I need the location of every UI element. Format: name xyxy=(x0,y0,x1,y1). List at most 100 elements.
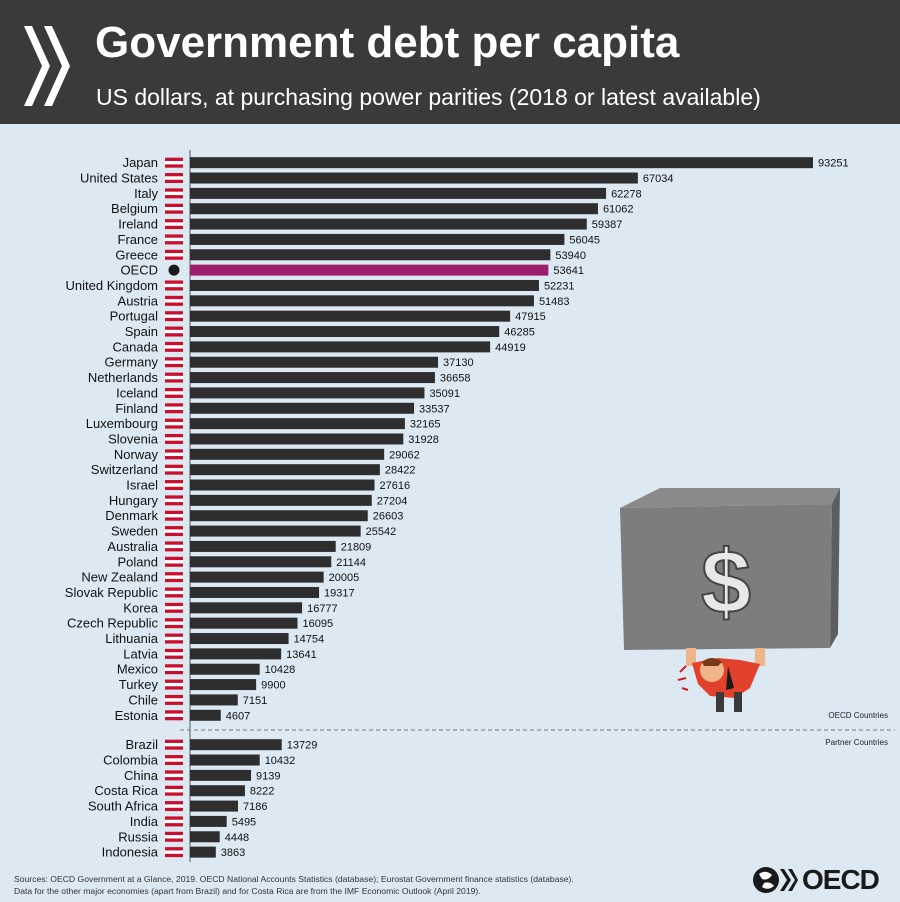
bar xyxy=(190,571,324,583)
value-label: 46285 xyxy=(504,327,535,339)
category-label: France xyxy=(118,232,158,247)
value-label: 59387 xyxy=(592,219,623,231)
category-label: Australia xyxy=(107,539,158,554)
value-label: 37130 xyxy=(443,357,474,369)
bar xyxy=(190,433,404,445)
category-label: Czech Republic xyxy=(67,616,159,631)
category-label: Mexico xyxy=(117,662,158,677)
flag-icon xyxy=(165,526,183,537)
category-label: United States xyxy=(80,171,159,186)
category-label: Austria xyxy=(118,293,159,308)
group-label: Partner Countries xyxy=(825,738,888,747)
value-label: 19317 xyxy=(324,587,355,599)
flag-icon xyxy=(165,433,183,444)
bar xyxy=(190,310,511,322)
flag-icon xyxy=(165,480,183,491)
category-label: Germany xyxy=(105,355,159,370)
category-label: Italy xyxy=(134,186,158,201)
value-label: 7151 xyxy=(243,695,267,707)
value-label: 93251 xyxy=(818,158,849,170)
flag-icon xyxy=(165,618,183,629)
person-crushed-by-debt-box-icon: $ xyxy=(620,488,840,712)
bar xyxy=(190,633,289,645)
bar xyxy=(190,279,539,291)
category-label: Slovak Republic xyxy=(65,585,159,600)
flag-icon xyxy=(165,694,183,705)
value-label: 44919 xyxy=(495,342,526,354)
bar xyxy=(190,709,221,721)
category-label: Turkey xyxy=(119,677,159,692)
bar xyxy=(190,387,425,399)
bar xyxy=(190,187,607,199)
flag-icon xyxy=(165,495,183,506)
bar xyxy=(190,586,320,598)
page-title: Government debt per capita xyxy=(95,18,680,67)
bar xyxy=(190,785,245,797)
bar xyxy=(190,754,260,766)
sources-text: Sources: OECD Government at a Glance, 20… xyxy=(14,874,574,884)
value-label: 20005 xyxy=(329,572,360,584)
flag-icon xyxy=(165,541,183,552)
value-label: 5495 xyxy=(232,816,256,828)
bar xyxy=(190,479,375,491)
value-label: 28422 xyxy=(385,465,416,477)
bar xyxy=(190,510,368,522)
category-label: Ireland xyxy=(118,217,158,232)
flag-icon xyxy=(165,755,183,766)
bar xyxy=(190,448,385,460)
flag-icon xyxy=(165,587,183,598)
flag-icon xyxy=(165,572,183,583)
value-label: 26603 xyxy=(373,511,404,523)
flag-icon xyxy=(165,770,183,781)
category-label: Greece xyxy=(115,247,158,262)
flag-icon xyxy=(165,295,183,306)
value-label: 10428 xyxy=(265,664,296,676)
value-label: 7186 xyxy=(243,801,267,813)
bar xyxy=(190,540,336,552)
category-label: Hungary xyxy=(109,493,159,508)
bar xyxy=(190,815,227,827)
category-label: Portugal xyxy=(110,309,159,324)
flag-icon xyxy=(165,219,183,230)
value-label: 4448 xyxy=(225,832,249,844)
value-label: 21809 xyxy=(341,541,372,553)
flag-icon xyxy=(165,280,183,291)
bar xyxy=(190,295,534,307)
bar xyxy=(190,556,332,568)
bar xyxy=(190,648,282,660)
bar xyxy=(190,617,298,629)
flag-icon xyxy=(165,249,183,260)
category-label: Canada xyxy=(112,339,158,354)
flag-icon xyxy=(165,326,183,337)
value-label: 25542 xyxy=(366,526,397,538)
category-label: OECD xyxy=(120,263,158,278)
category-label: Estonia xyxy=(115,708,159,723)
flag-icon xyxy=(165,785,183,796)
value-label: 32165 xyxy=(410,419,441,431)
category-label: Colombia xyxy=(103,753,159,768)
oecd-logo-text: OECD xyxy=(802,864,880,895)
category-label: Indonesia xyxy=(102,845,159,860)
flag-icon xyxy=(165,831,183,842)
category-label: Sweden xyxy=(111,524,158,539)
category-label: Finland xyxy=(115,401,158,416)
value-label: 10432 xyxy=(265,755,296,767)
bar xyxy=(190,694,238,706)
value-label: 47915 xyxy=(515,311,546,323)
category-label: Spain xyxy=(125,324,158,339)
flag-icon xyxy=(165,816,183,827)
bar xyxy=(190,525,361,537)
bar xyxy=(190,157,813,169)
flag-icon xyxy=(165,403,183,414)
page-subtitle: US dollars, at purchasing power parities… xyxy=(96,84,761,110)
bar xyxy=(190,800,239,812)
value-label: 3863 xyxy=(221,847,245,859)
category-label: Norway xyxy=(114,447,159,462)
flag-icon xyxy=(165,648,183,659)
flag-icon xyxy=(165,710,183,721)
bar xyxy=(190,341,491,353)
value-label: 27204 xyxy=(377,495,408,507)
bar xyxy=(190,464,380,476)
bar xyxy=(190,602,303,614)
